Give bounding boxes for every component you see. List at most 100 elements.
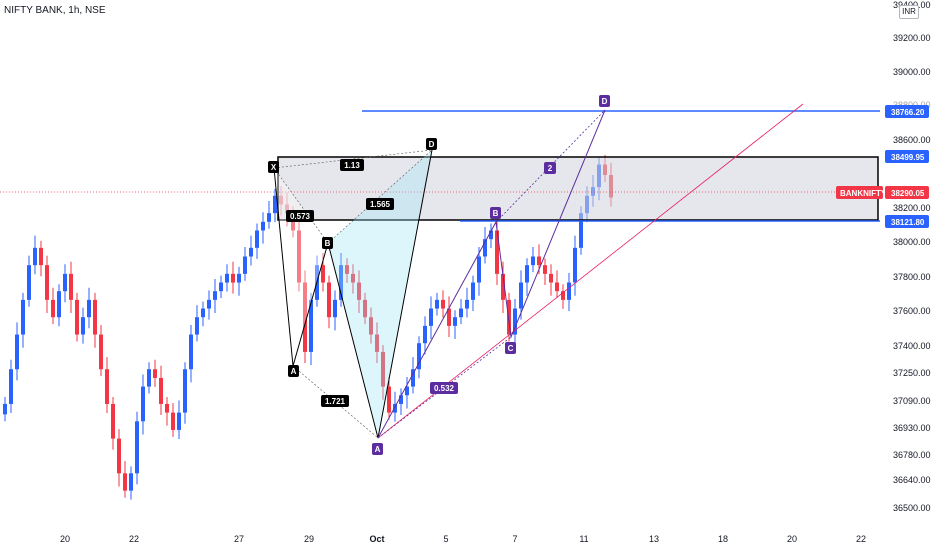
candle-body <box>183 369 187 413</box>
y-tick-label: 37250.00 <box>893 368 931 378</box>
svg-text:B: B <box>325 239 331 248</box>
candle-body <box>435 299 439 309</box>
candle-body <box>447 308 451 326</box>
candle-body <box>207 299 211 309</box>
y-tick-label: 37400.00 <box>893 341 931 351</box>
candle-body <box>543 265 547 274</box>
candle-body <box>273 195 277 214</box>
candle-body <box>171 412 175 430</box>
candle-body <box>321 265 325 283</box>
symbol-tag: BANKNIFTY <box>836 186 887 199</box>
candle-body <box>75 299 79 335</box>
candle-body <box>111 403 115 439</box>
candle-body <box>213 291 217 300</box>
candle-body <box>501 273 505 300</box>
svg-text:2: 2 <box>548 164 553 173</box>
candle-body <box>399 395 403 404</box>
candle-body <box>561 291 565 300</box>
price-tag-box-top: 38499.95 <box>885 150 929 163</box>
candle-body <box>201 308 205 318</box>
point-label-a-purple[interactable]: A <box>372 443 383 455</box>
candle-body <box>135 421 139 474</box>
ratio-tag-1: 1.13 <box>340 159 364 171</box>
candle-body <box>231 273 235 283</box>
point-label-d-purple[interactable]: D <box>599 95 610 107</box>
candle-body <box>387 386 391 413</box>
candle-body <box>3 403 7 415</box>
candle-body <box>99 334 103 370</box>
price-tag-high: 38766.20 <box>885 105 929 118</box>
x-axis[interactable]: 20 22 27 29 Oct 5 7 11 13 18 20 22 <box>60 534 866 544</box>
svg-text:D: D <box>429 140 435 149</box>
svg-text:38766.20: 38766.20 <box>891 108 925 117</box>
svg-text:0.573: 0.573 <box>290 212 311 221</box>
candle-body <box>411 369 415 387</box>
y-tick-label: 38000.00 <box>893 237 931 247</box>
candle-body <box>243 256 247 274</box>
candle-body <box>513 308 517 335</box>
svg-text:BANKNIFTY: BANKNIFTY <box>840 189 887 198</box>
candle-body <box>249 247 253 257</box>
point-label-b-purple[interactable]: B <box>490 207 501 219</box>
candle-body <box>165 403 169 413</box>
point-label-c-purple[interactable]: C <box>505 342 516 354</box>
y-tick-label: 36780.00 <box>893 450 931 460</box>
candle-body <box>195 317 199 335</box>
candle-body <box>381 351 385 387</box>
price-tag-box-bottom: 38121.80 <box>885 215 929 228</box>
point-label-d-black[interactable]: D <box>426 138 437 150</box>
x-tick-label: 18 <box>718 534 728 544</box>
candle-body <box>369 317 373 335</box>
candle-body <box>339 265 343 300</box>
point-label-x[interactable]: X <box>268 161 279 173</box>
x-tick-label: 5 <box>443 534 448 544</box>
y-axis[interactable]: 39400.00 39200.00 39000.00 38800.00 3860… <box>836 0 931 513</box>
abcd-pattern-purple[interactable] <box>377 109 606 439</box>
candle-body <box>309 299 313 352</box>
candle-body <box>69 273 73 300</box>
candle-body <box>345 265 349 274</box>
candle-body <box>63 273 67 292</box>
candle-body <box>441 299 445 309</box>
ratio-line-xb <box>273 167 329 244</box>
ratio-line-bd <box>327 149 433 244</box>
point-label-b-black[interactable]: B <box>322 237 333 249</box>
candle-body <box>141 386 145 422</box>
candle-body <box>393 403 397 413</box>
candle-body <box>333 299 337 318</box>
candle-body <box>219 282 223 292</box>
x-tick-label: 7 <box>512 534 517 544</box>
candle-body <box>459 308 463 318</box>
svg-text:B: B <box>493 209 499 218</box>
candle-body <box>417 343 421 370</box>
candle-body <box>261 221 265 231</box>
y-tick-label: 39000.00 <box>893 67 931 77</box>
x-tick-label: 11 <box>579 534 588 544</box>
x-tick-label: Oct <box>369 534 384 544</box>
candle-body <box>489 230 493 240</box>
candle-body <box>81 317 85 335</box>
candle-body <box>537 256 541 266</box>
x-tick-label: 20 <box>60 534 70 544</box>
candle-body <box>9 369 13 404</box>
candle-body <box>423 325 427 344</box>
currency-badge[interactable]: INR <box>899 5 919 19</box>
x-tick-label: 29 <box>304 534 314 544</box>
candle-body <box>21 299 25 335</box>
x-tick-label: 22 <box>129 534 139 544</box>
ratio-tag-purple-1: 2 <box>544 162 556 174</box>
candle-body <box>405 386 409 396</box>
svg-text:38499.95: 38499.95 <box>891 153 925 162</box>
candle-body <box>471 282 475 300</box>
candle-body <box>327 282 331 318</box>
x-tick-label: 27 <box>234 534 244 544</box>
candle-body <box>303 282 307 352</box>
point-label-a-black[interactable]: A <box>288 365 299 377</box>
svg-text:1.721: 1.721 <box>325 397 346 406</box>
candle-body <box>189 334 193 370</box>
candle-body <box>357 282 361 300</box>
x-tick-label: 13 <box>649 534 659 544</box>
ratio-line-ac <box>292 365 379 439</box>
candle-body <box>87 299 91 318</box>
